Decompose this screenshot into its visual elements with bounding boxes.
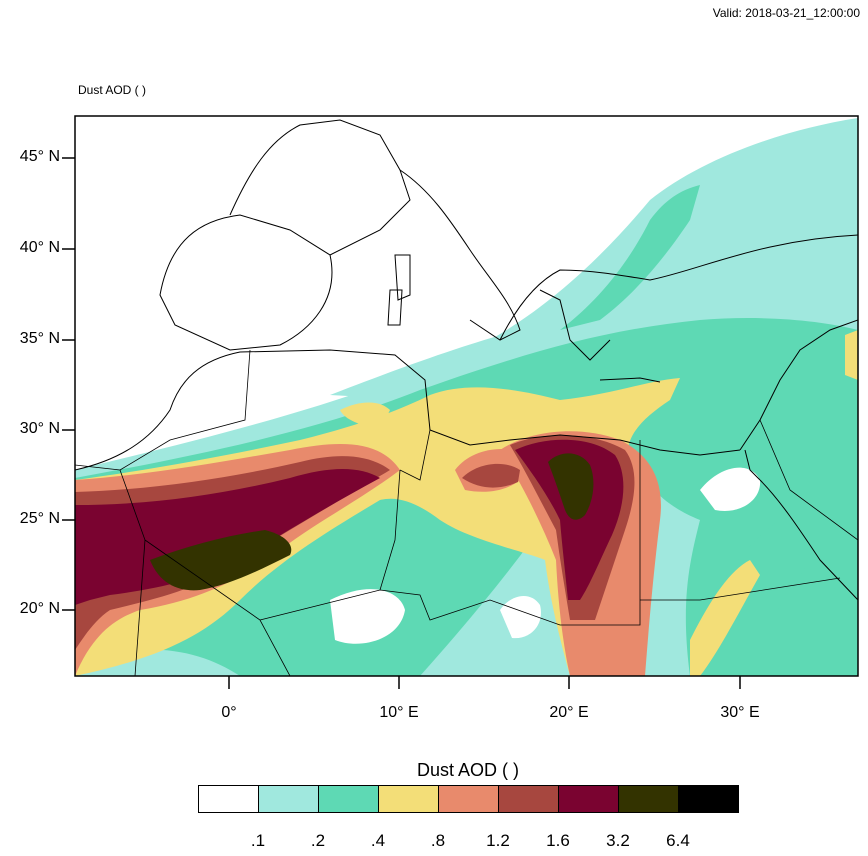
colorbar-box bbox=[439, 786, 499, 812]
colorbar-box bbox=[679, 786, 738, 812]
lon-label: 10° E bbox=[379, 704, 419, 721]
lat-label: 25° N bbox=[19, 510, 60, 527]
colorbar-level-label: .2 bbox=[310, 831, 326, 850]
lat-label: 45° N bbox=[19, 148, 60, 165]
colorbar-box bbox=[199, 786, 259, 812]
colorbar-box bbox=[619, 786, 679, 812]
colorbar-level-label: 1.6 bbox=[546, 831, 570, 850]
colorbar-level-label: 3.2 bbox=[606, 831, 630, 850]
lon-label: 30° E bbox=[720, 704, 760, 721]
lat-ticks bbox=[62, 157, 75, 611]
colorbar bbox=[198, 785, 739, 813]
dust-field bbox=[75, 118, 858, 676]
lon-label: 0° bbox=[221, 704, 237, 721]
map-frame bbox=[74, 115, 859, 677]
aod-level-7 bbox=[150, 453, 594, 591]
clean-areas bbox=[330, 467, 761, 644]
lat-label: 30° N bbox=[19, 420, 60, 437]
colorbar-level-label: 1.2 bbox=[486, 831, 510, 850]
lat-label: 35° N bbox=[19, 330, 60, 347]
map-title: Dust AOD ( ) bbox=[78, 83, 147, 97]
lat-label: 40° N bbox=[19, 239, 60, 256]
colorbar-level-label: 6.4 bbox=[666, 831, 690, 850]
colorbar-level-label: .8 bbox=[430, 831, 446, 850]
lat-label: 20° N bbox=[19, 600, 60, 617]
colorbar-box bbox=[319, 786, 379, 812]
colorbar-box bbox=[259, 786, 319, 812]
colorbar-title: Dust AOD ( ) bbox=[416, 760, 519, 780]
colorbar-box bbox=[379, 786, 439, 812]
coastlines bbox=[75, 119, 858, 601]
country-borders bbox=[75, 349, 858, 676]
colorbar-level-label: .1 bbox=[250, 831, 266, 850]
valid-time: Valid: 2018-03-21_12:00:00 bbox=[712, 6, 860, 20]
lon-ticks bbox=[228, 676, 741, 689]
lon-label: 20° E bbox=[549, 704, 589, 721]
colorbar-level-label: .4 bbox=[370, 831, 386, 850]
colorbar-box bbox=[559, 786, 619, 812]
colorbar-box bbox=[499, 786, 559, 812]
